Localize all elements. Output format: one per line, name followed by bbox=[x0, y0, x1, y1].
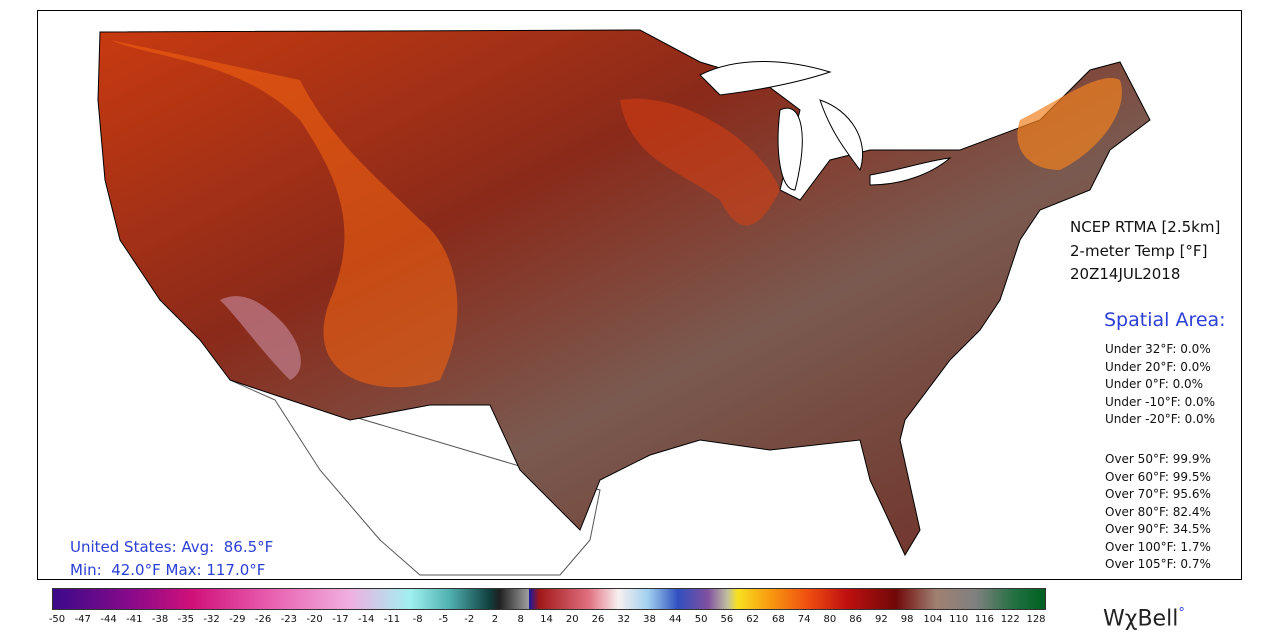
colorbar-tick-label: -14 bbox=[357, 614, 375, 625]
colorbar-tick-label: 128 bbox=[1026, 614, 1046, 625]
colorbar-tick-label: 86 bbox=[849, 614, 863, 625]
west-heat bbox=[110, 40, 458, 388]
colorbar-tick-label: -35 bbox=[177, 614, 194, 625]
colorbar-tick-label: -44 bbox=[100, 614, 117, 625]
colorbar-tick-label: 110 bbox=[949, 614, 969, 625]
colorbar-tick-label: 98 bbox=[900, 614, 914, 625]
under-stat: Under 0°F: 0.0% bbox=[1105, 377, 1204, 391]
over-stat: Over 90°F: 34.5% bbox=[1105, 522, 1211, 536]
midwest-heat bbox=[620, 98, 780, 226]
over-stat: Over 105°F: 0.7% bbox=[1105, 557, 1211, 571]
colorbar-tick-label: 20 bbox=[565, 614, 579, 625]
colorbar-tick-label: -20 bbox=[306, 614, 323, 625]
great-lakes bbox=[699, 61, 952, 191]
colorbar-tick-label: -26 bbox=[254, 614, 272, 625]
colorbar-tick-label: 56 bbox=[720, 614, 734, 625]
colorbar-tick-label: -32 bbox=[203, 614, 220, 625]
colorbar-tick-label: 92 bbox=[875, 614, 888, 625]
colorbar-tick-label: -5 bbox=[438, 614, 449, 625]
logo-text: WχBell bbox=[1103, 606, 1179, 632]
map-frame bbox=[37, 10, 1242, 580]
colorbar-tick-label: 26 bbox=[591, 614, 605, 625]
colorbar-tick-label: -29 bbox=[229, 614, 246, 625]
colorbar-tick-label: 8 bbox=[517, 614, 524, 625]
colorbar-tick-label: 44 bbox=[668, 614, 682, 625]
colorbar-tick-label: 74 bbox=[797, 614, 811, 625]
colorbar-tick-label: 122 bbox=[1000, 614, 1020, 625]
colorbar-tick-label: -17 bbox=[332, 614, 349, 625]
range: Min: 42.0°F Max: 117.0°F bbox=[70, 561, 266, 579]
spatial-area-title: Spatial Area: bbox=[1104, 309, 1226, 331]
colorbar-tick-label: 68 bbox=[771, 614, 785, 625]
colorbar-tick-label: 62 bbox=[746, 614, 759, 625]
colorbar-tick-label: 32 bbox=[617, 614, 631, 625]
over-stat: Over 70°F: 95.6% bbox=[1105, 487, 1211, 501]
under-stat: Under 20°F: 0.0% bbox=[1105, 359, 1211, 374]
colorbar-tick-label: 2 bbox=[491, 614, 499, 625]
source-label: NCEP RTMA [2.5km] bbox=[1070, 218, 1221, 236]
over-stat: Over 60°F: 99.5% bbox=[1105, 469, 1211, 484]
northeast-heat bbox=[1017, 78, 1122, 170]
logo: WχBell° bbox=[1103, 606, 1185, 631]
colorbar-tick-label: -38 bbox=[151, 614, 169, 625]
colorbar-tick-label: -47 bbox=[74, 614, 91, 625]
colorbar bbox=[52, 588, 1046, 610]
logo-dot: ° bbox=[1178, 606, 1185, 621]
colorbar-tick-label: 80 bbox=[823, 614, 837, 625]
under-stat: Under -10°F: 0.0% bbox=[1105, 394, 1216, 409]
mexico-canada-outline bbox=[229, 379, 601, 576]
under-stat: Under -20°F: 0.0% bbox=[1105, 412, 1216, 426]
colorbar-tick-label: -41 bbox=[126, 614, 143, 625]
colorbar-tick-label: -8 bbox=[412, 614, 423, 625]
over-stat: Over 100°F: 1.7% bbox=[1105, 539, 1211, 554]
over-stat: Over 50°F: 99.9% bbox=[1105, 452, 1211, 466]
colorbar-tick-label: 116 bbox=[974, 614, 995, 625]
colorbar-tick-label: -2 bbox=[464, 614, 475, 625]
variable-label: 2-meter Temp [°F] bbox=[1070, 242, 1208, 260]
colorbar-tick-label: 38 bbox=[643, 614, 656, 625]
over-stat: Over 80°F: 82.4% bbox=[1105, 504, 1211, 519]
colorbar-tick-label: -11 bbox=[383, 614, 401, 625]
colorbar-tick-label: 104 bbox=[923, 614, 943, 625]
colorbar-tick-label: 50 bbox=[694, 614, 708, 625]
under-stat: Under 32°F: 0.0% bbox=[1105, 342, 1211, 356]
valid-time: 20Z14JUL2018 bbox=[1070, 265, 1181, 283]
colorbar-tick-label: 14 bbox=[540, 614, 553, 625]
us-land bbox=[97, 29, 1151, 557]
southwest-desert bbox=[220, 296, 301, 380]
colorbar-tick-label: -50 bbox=[48, 614, 66, 625]
colorbar-tick-label: -23 bbox=[280, 614, 298, 625]
average: United States: Avg: 86.5°F bbox=[70, 538, 274, 556]
